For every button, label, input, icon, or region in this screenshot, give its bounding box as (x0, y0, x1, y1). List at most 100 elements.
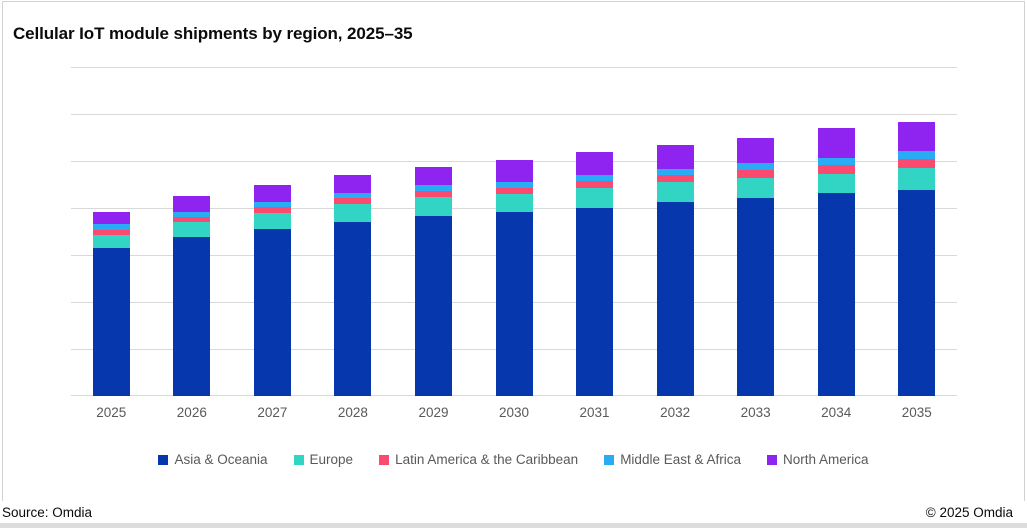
bar-segment-2032-europe (656, 181, 694, 203)
legend-swatch-icon-asia-and-oceania (158, 454, 169, 465)
stacked-bar-2035 (898, 67, 936, 396)
bar-2034 (796, 67, 877, 396)
bar-segment-2029-europe (414, 197, 452, 216)
x-axis-label-2034: 2034 (821, 405, 852, 420)
bar-2028 (313, 67, 394, 396)
plot-area (71, 67, 957, 396)
stacked-bar-2032 (656, 67, 694, 396)
stacked-bar-2029 (414, 67, 452, 396)
bar-segment-2026-latin-america-and-the-caribbean (173, 216, 211, 223)
gridline-1 (71, 113, 957, 115)
bar-segment-2035-north-america (898, 121, 936, 152)
legend-item-north-america: North America (767, 452, 869, 467)
stacked-bar-2025 (92, 67, 130, 396)
x-axis-label-2031: 2031 (579, 405, 610, 420)
bar-segment-2026-europe (173, 222, 211, 238)
bar-segment-2025-middle-east-and-africa (92, 224, 130, 231)
bar-segment-2035-latin-america-and-the-caribbean (898, 158, 936, 169)
bar-2029 (393, 67, 474, 396)
bar-segment-2027-asia-and-oceania (253, 228, 291, 396)
bottom-border-strip (0, 523, 1027, 528)
legend-label-asia-and-oceania: Asia & Oceania (174, 452, 268, 467)
footer-row: Source: Omdia © 2025 Omdia (0, 505, 1027, 523)
bar-segment-2035-middle-east-and-africa (898, 151, 936, 159)
x-axis-label-2030: 2030 (498, 405, 530, 420)
stacked-bar-2031 (576, 67, 614, 396)
bar-segment-2032-asia-and-oceania (656, 202, 694, 396)
bar-segment-2035-europe (898, 168, 936, 191)
bar-segment-2025-europe (92, 235, 130, 248)
bar-segment-2028-latin-america-and-the-caribbean (334, 198, 372, 205)
bar-segment-2034-europe (817, 173, 855, 194)
bar-segment-2031-middle-east-and-africa (576, 174, 614, 182)
bar-segment-2029-north-america (414, 166, 452, 186)
stacked-bar-2028 (334, 67, 372, 396)
bar-2027 (232, 67, 313, 396)
x-axis-label-2028: 2028 (337, 405, 368, 420)
bar-2031 (554, 67, 635, 396)
legend-item-asia-and-oceania: Asia & Oceania (158, 452, 268, 467)
stacked-bar-2034 (817, 67, 855, 396)
stacked-bar-2027 (253, 67, 291, 396)
legend-label-europe: Europe (309, 452, 354, 467)
bar-segment-2028-north-america (334, 174, 372, 193)
chart-title: Cellular IoT module shipments by region,… (13, 24, 413, 43)
bar-segment-2033-north-america (737, 137, 775, 164)
legend-swatch-icon-middle-east-and-africa (604, 454, 615, 465)
legend: Asia & Oceania Europe Latin America & the … (3, 452, 1024, 467)
bar-segment-2032-middle-east-and-africa (656, 168, 694, 175)
source-text: Source: Omdia (2, 505, 93, 520)
bar-segment-2033-middle-east-and-africa (737, 163, 775, 171)
bar-2026 (152, 67, 233, 396)
bar-segment-2029-middle-east-and-africa (414, 185, 452, 191)
stacked-bar-2033 (737, 67, 775, 396)
bar-segment-2028-europe (334, 204, 372, 223)
bar-segment-2029-asia-and-oceania (414, 215, 452, 396)
bar-2030 (474, 67, 555, 396)
bar-segment-2034-north-america (817, 128, 855, 158)
bar-2035 (876, 67, 957, 396)
legend-item-europe: Europe (293, 452, 354, 467)
bar-segment-2034-asia-and-oceania (817, 193, 855, 396)
bar-segment-2033-europe (737, 177, 775, 198)
bar-segment-2030-asia-and-oceania (495, 212, 533, 396)
legend-label-middle-east-and-africa: Middle East & Africa (620, 452, 741, 467)
x-axis-label-2027: 2027 (257, 405, 288, 420)
bar-segment-2033-latin-america-and-the-caribbean (737, 170, 775, 178)
bar-segment-2027-middle-east-and-africa (253, 202, 291, 208)
bar-segment-2028-asia-and-oceania (334, 222, 372, 396)
bar-segment-2031-europe (576, 188, 614, 208)
bar-2025 (71, 67, 152, 396)
x-axis-label-2026: 2026 (176, 405, 207, 420)
bar-segment-2031-north-america (576, 152, 614, 175)
x-axis-label-2032: 2032 (660, 405, 691, 420)
gridline-0 (71, 67, 957, 68)
bar-segment-2031-asia-and-oceania (576, 207, 614, 396)
stacked-bar-2030 (495, 67, 533, 396)
x-axis-label-2033: 2033 (740, 405, 771, 420)
legend-label-north-america: North America (783, 452, 869, 467)
bar-segment-2026-middle-east-and-africa (173, 212, 211, 217)
bar-segment-2031-latin-america-and-the-caribbean (576, 181, 614, 189)
x-axis-label-2035: 2035 (901, 405, 932, 420)
x-axis-labels: 2025 2026 2027 2028 2029 2030 2031 2032 2033 2034… (71, 405, 957, 420)
bar-series-container (71, 67, 957, 396)
bar-segment-2030-north-america (495, 160, 533, 182)
bar-2032 (635, 67, 716, 396)
bar-segment-2030-europe (495, 194, 533, 213)
bar-segment-2025-asia-and-oceania (92, 247, 130, 396)
bar-segment-2028-middle-east-and-africa (334, 192, 372, 199)
bar-segment-2033-asia-and-oceania (737, 197, 775, 396)
bar-segment-2035-asia-and-oceania (898, 190, 936, 396)
legend-swatch-icon-europe (293, 454, 304, 465)
legend-swatch-icon-latin-america-and-the-caribbean (379, 454, 390, 465)
bar-segment-2030-middle-east-and-africa (495, 181, 533, 188)
legend-label-latin-america-and-the-caribbean: Latin America & the Caribbean (395, 452, 579, 467)
bar-segment-2027-latin-america-and-the-caribbean (253, 207, 291, 214)
bar-segment-2025-latin-america-and-the-caribbean (92, 230, 130, 236)
bar-2033 (715, 67, 796, 396)
bar-segment-2025-north-america (92, 211, 130, 225)
bar-segment-2032-north-america (656, 144, 694, 169)
x-axis-label-2025: 2025 (96, 405, 127, 420)
legend-item-latin-america-and-the-caribbean: Latin America & the Caribbean (379, 452, 578, 467)
